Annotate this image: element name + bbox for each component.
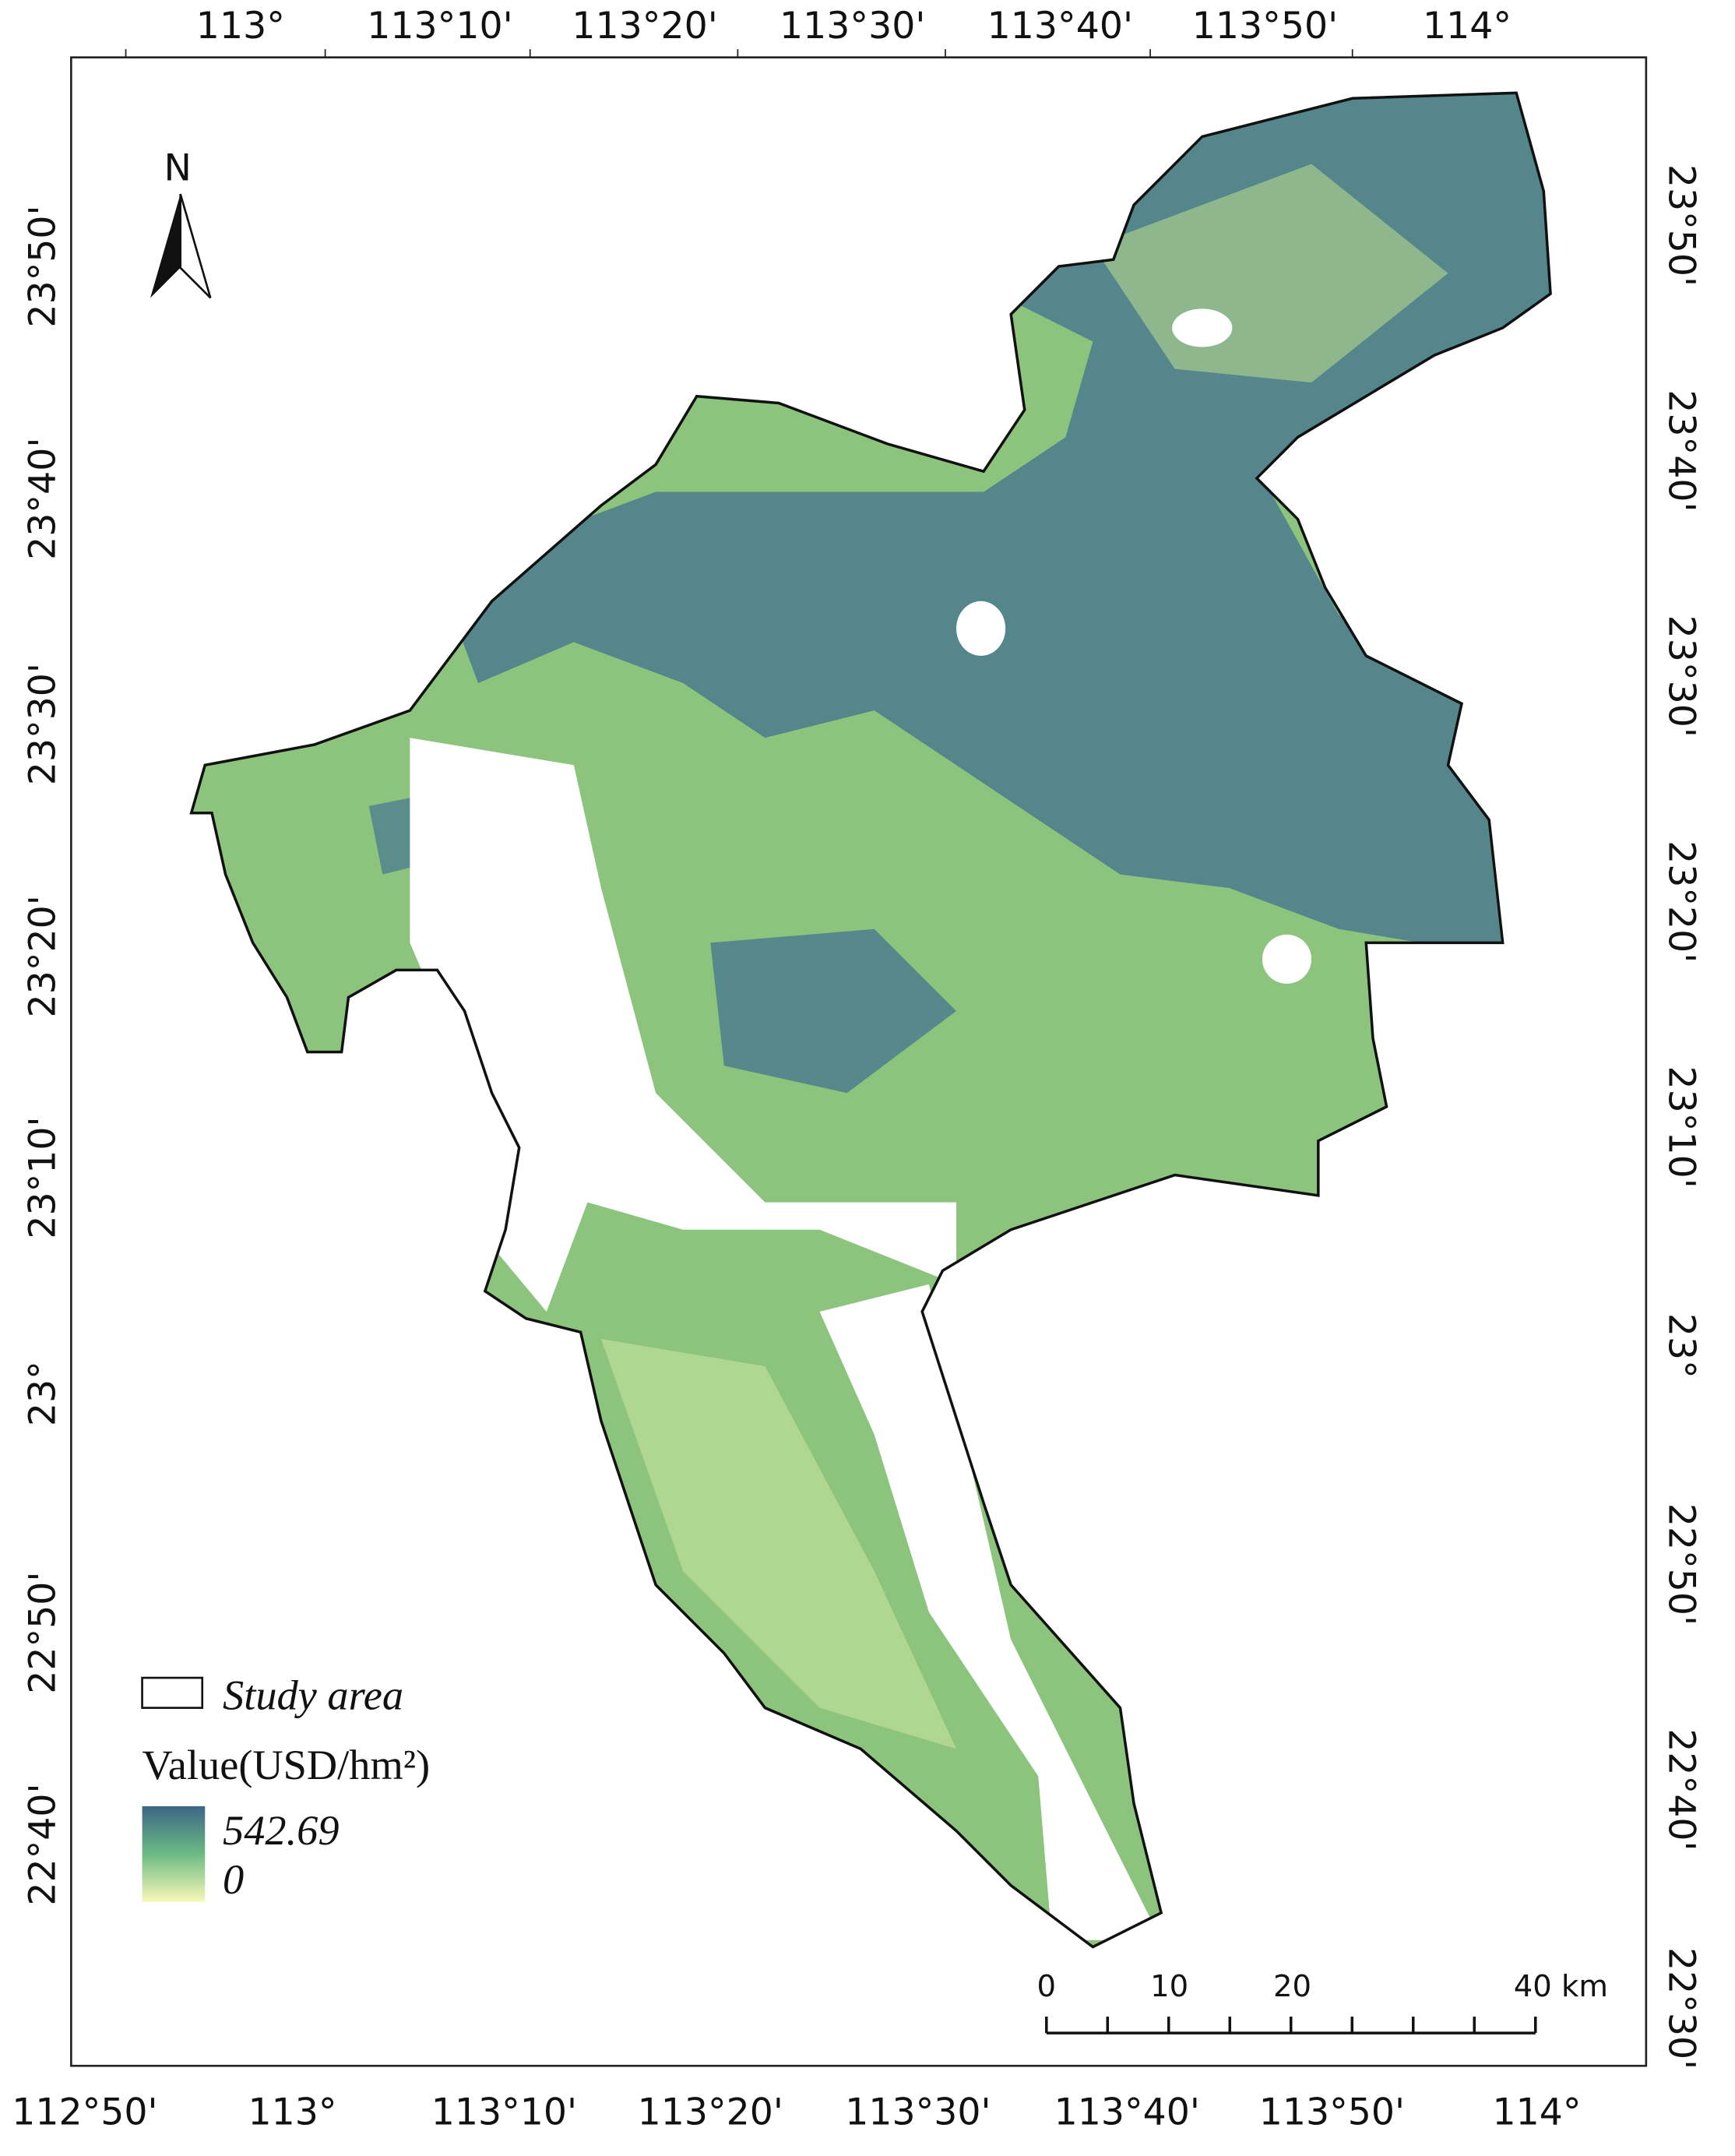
top-lon-label: 113°20'	[572, 5, 717, 48]
bottom-lon-label: 113°50'	[1259, 2091, 1405, 2134]
legend-max: 542.69	[223, 1807, 340, 1854]
left-lat-label: 23°40'	[21, 438, 64, 560]
right-lat-label: 23°40'	[1660, 389, 1703, 512]
top-lon-label: 113°10'	[367, 5, 512, 48]
top-lon-label: 114°	[1423, 5, 1512, 48]
arrow-right	[179, 193, 212, 299]
raster-high	[710, 928, 957, 1094]
bottom-lon-label: 113°	[248, 2091, 336, 2134]
coordinate-labels: 113° 113°10' 113°20' 113°30' 113°40' 113°50' 1…	[12, 5, 1702, 2134]
scale-label: 10	[1150, 1969, 1188, 2004]
legend-min: 0	[223, 1856, 244, 1903]
left-lat-label: 23°30'	[21, 663, 64, 785]
legend-ramp	[142, 1805, 206, 1902]
top-lon-label: 113°	[196, 5, 285, 48]
left-lat-label: 23°20'	[21, 895, 64, 1017]
raster-nodata	[1172, 308, 1233, 347]
legend-boundary-swatch	[141, 1676, 204, 1709]
top-lon-label: 113°40'	[987, 5, 1133, 48]
right-lat-label: 22°50'	[1660, 1503, 1703, 1626]
legend-title: Value(USD/hm²)	[143, 1742, 431, 1788]
raster-nodata	[956, 601, 1006, 656]
bottom-lon-label: 113°30'	[845, 2091, 991, 2134]
bottom-lon-label: 113°20'	[638, 2091, 783, 2134]
scale-bar	[1045, 2017, 1537, 2034]
top-lon-label: 113°30'	[780, 5, 925, 48]
raster-low	[600, 1339, 957, 1749]
scale-label: 0	[1037, 1969, 1057, 2004]
right-lat-label: 23°20'	[1660, 840, 1703, 963]
left-lat-label: 23°10'	[21, 1116, 64, 1238]
bottom-lon-label: 113°10'	[431, 2091, 577, 2134]
bottom-lon-label: 114°	[1492, 2091, 1581, 2134]
left-lat-label: 22°50'	[21, 1572, 64, 1694]
raster-nodata	[819, 1284, 1162, 1940]
legend-boundary-label: Study area	[223, 1672, 403, 1718]
left-lat-label: 23°50'	[21, 205, 64, 327]
raster-nodata	[410, 738, 957, 1312]
bottom-lon-label: 112°50'	[12, 2091, 157, 2134]
left-lat-label: 22°40'	[21, 1783, 64, 1905]
right-lat-label: 23°50'	[1660, 164, 1703, 287]
north-label: N	[164, 147, 191, 190]
right-lat-label: 22°40'	[1660, 1728, 1703, 1851]
bottom-lon-label: 113°40'	[1054, 2091, 1200, 2134]
right-lat-label: 23°	[1660, 1313, 1703, 1379]
right-lat-label: 23°30'	[1660, 615, 1703, 738]
legend: Study area Value(USD/hm²) 542.69 0	[141, 1672, 431, 1903]
scale-label: 20	[1273, 1969, 1311, 2004]
left-lat-label: 23°	[21, 1361, 64, 1426]
scale-label: 40 km	[1514, 1969, 1608, 2004]
top-lon-label: 113°50'	[1192, 5, 1338, 48]
right-lat-label: 22°30'	[1660, 1947, 1703, 2070]
right-lat-label: 23°10'	[1660, 1066, 1703, 1189]
raster-nodata	[1262, 934, 1312, 984]
